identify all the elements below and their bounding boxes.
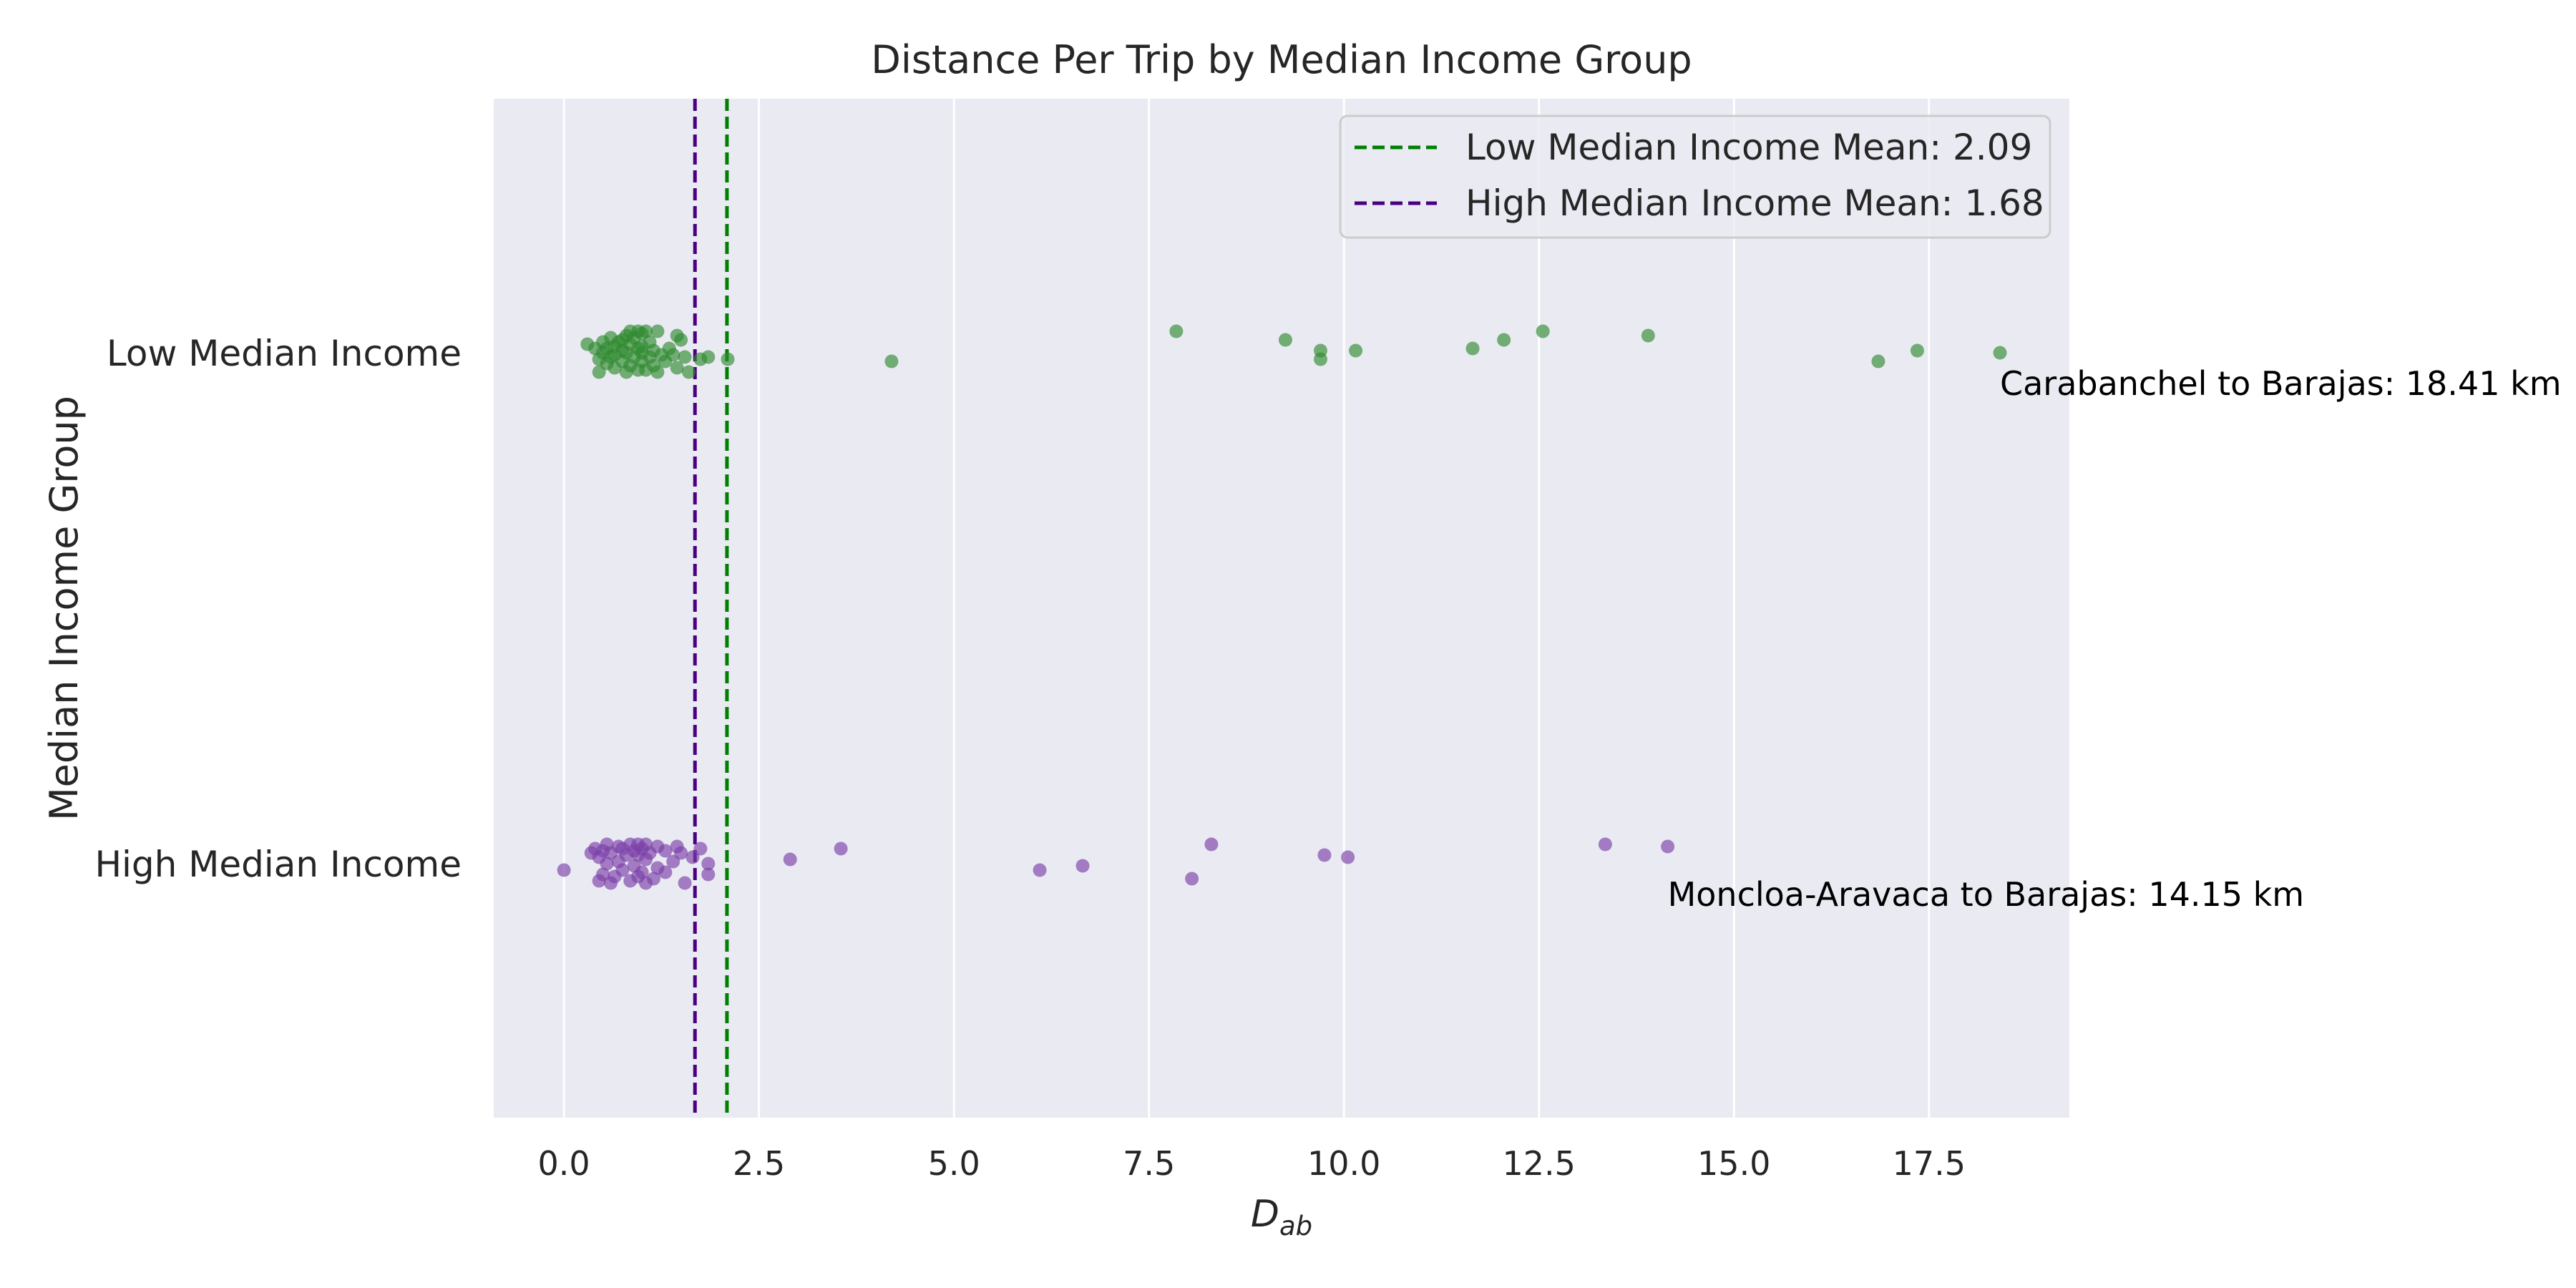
scatter-point bbox=[1465, 341, 1480, 356]
scatter-point bbox=[1341, 850, 1355, 864]
scatter-point bbox=[1075, 859, 1090, 873]
scatter-point bbox=[604, 876, 618, 890]
data-points bbox=[557, 324, 2007, 890]
scatter-point bbox=[834, 841, 848, 856]
scatter-point bbox=[678, 350, 692, 364]
scatter-point bbox=[1169, 324, 1184, 338]
x-tick-labels: 0.0 2.5 5.0 7.5 10.0 12.5 15.0 17.5 bbox=[538, 1144, 1966, 1183]
scatter-point bbox=[1536, 324, 1550, 338]
scatter-point bbox=[1185, 872, 1199, 886]
annotations: Carabanchel to Barajas: 18.41 km Moncloa-… bbox=[1668, 364, 2562, 914]
legend-box bbox=[1339, 114, 2051, 239]
scatter-point bbox=[608, 361, 622, 375]
x-tick-label: 0.0 bbox=[538, 1144, 590, 1183]
scatter-point bbox=[623, 874, 638, 888]
scatter-point bbox=[592, 874, 606, 888]
scatter-point bbox=[1641, 328, 1655, 343]
scatter-point bbox=[678, 876, 692, 890]
x-tick-label: 17.5 bbox=[1893, 1144, 1966, 1183]
scatter-point bbox=[674, 333, 688, 347]
scatter-point bbox=[658, 354, 673, 369]
scatter-point bbox=[1661, 839, 1675, 854]
x-axis-label-subscript: ab bbox=[1279, 1211, 1312, 1241]
annotation-label: Carabanchel to Barajas: 18.41 km bbox=[2000, 364, 2562, 403]
grid-lines bbox=[562, 99, 1931, 1118]
scatter-point bbox=[884, 354, 899, 369]
scatter-point bbox=[701, 857, 716, 871]
x-tick-label: 12.5 bbox=[1503, 1144, 1576, 1183]
scatter-point bbox=[783, 852, 797, 867]
scatter-point bbox=[1204, 837, 1219, 852]
scatter-point bbox=[682, 365, 696, 379]
x-axis-label: Dab bbox=[1251, 1193, 1312, 1241]
scatter-point bbox=[1317, 848, 1332, 862]
plot-background bbox=[494, 99, 2069, 1118]
scatter-point bbox=[639, 876, 653, 890]
scatter-point bbox=[619, 365, 633, 379]
scatter-point bbox=[1278, 333, 1292, 347]
scatter-point bbox=[721, 352, 735, 366]
scatter-point bbox=[1598, 837, 1612, 852]
legend: Low Median Income Mean: 2.09 High Median… bbox=[1339, 114, 2051, 239]
scatter-point bbox=[1314, 352, 1328, 366]
legend-label-low-mean: Low Median Income Mean: 2.09 bbox=[1465, 127, 2032, 168]
x-tick-label: 2.5 bbox=[733, 1144, 785, 1183]
x-tick-label: 15.0 bbox=[1697, 1144, 1770, 1183]
scatter-point bbox=[557, 863, 571, 877]
mean-lines bbox=[693, 99, 729, 1118]
scatter-point bbox=[1349, 343, 1363, 358]
scatter-point bbox=[658, 844, 673, 858]
scatter-point bbox=[639, 324, 653, 338]
scatter-point bbox=[639, 852, 653, 867]
annotation-label: Moncloa-Aravaca to Barajas: 14.15 km bbox=[1668, 875, 2305, 914]
scatter-point bbox=[1497, 333, 1511, 347]
scatter-point bbox=[1993, 346, 2007, 360]
scatter-point bbox=[1871, 354, 1885, 369]
scatter-point bbox=[1910, 343, 1924, 358]
scatter-point bbox=[674, 846, 688, 860]
scatter-point bbox=[693, 352, 708, 366]
scatter-point bbox=[639, 363, 653, 377]
scatter-point bbox=[1033, 863, 1047, 877]
x-axis-label-main: D bbox=[1251, 1193, 1279, 1236]
scatter-point bbox=[600, 857, 614, 871]
x-tick-label: 10.0 bbox=[1307, 1144, 1380, 1183]
scatter-point bbox=[686, 850, 700, 864]
scatter-point bbox=[693, 841, 708, 856]
y-tick-labels: Low Median Income High Median Income bbox=[94, 333, 462, 885]
scatter-point bbox=[650, 365, 665, 379]
chart-title: Distance Per Trip by Median Income Group bbox=[871, 37, 1692, 82]
legend-label-high-mean: High Median Income Mean: 1.68 bbox=[1465, 182, 2044, 224]
scatter-point bbox=[650, 324, 665, 338]
y-tick-label: High Median Income bbox=[94, 844, 462, 885]
scatter-point bbox=[592, 365, 606, 379]
y-axis-label: Median Income Group bbox=[42, 396, 87, 821]
scatter-point bbox=[670, 361, 684, 375]
scatter-point bbox=[658, 865, 673, 879]
x-tick-label: 7.5 bbox=[1123, 1144, 1175, 1183]
scatter-point bbox=[604, 846, 618, 860]
scatter-point bbox=[666, 854, 680, 869]
scatter-point bbox=[701, 867, 716, 882]
x-tick-label: 5.0 bbox=[928, 1144, 980, 1183]
y-tick-label: Low Median Income bbox=[107, 333, 462, 374]
